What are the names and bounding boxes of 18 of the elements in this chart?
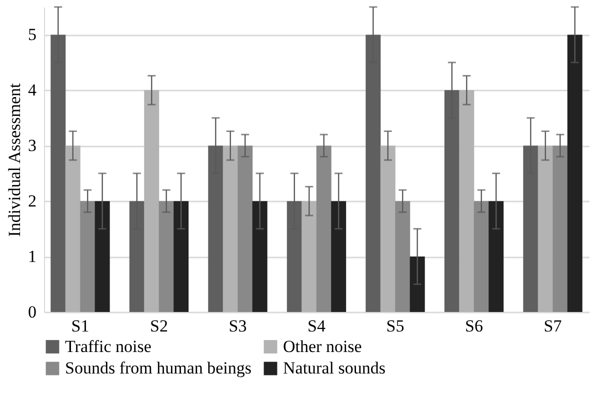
legend-label: Other noise (283, 336, 362, 356)
y-axis-title: Individual Assessment (5, 82, 24, 237)
x-tick-label: S5 (386, 316, 404, 336)
x-tick-label: S6 (465, 316, 483, 336)
y-tick-label: 1 (28, 247, 36, 266)
x-tick-label: S4 (308, 316, 326, 336)
x-tick-label: S1 (71, 316, 90, 336)
x-tick-label: S7 (544, 316, 562, 336)
y-tick-label: 5 (28, 25, 36, 44)
y-tick-label: 4 (28, 80, 37, 100)
y-tick-label: 0 (28, 302, 36, 322)
legend-label: Sounds from human beings (65, 358, 252, 378)
legend-label: Traffic noise (65, 336, 152, 356)
x-tick-label: S3 (228, 316, 247, 336)
x-tick-label: S2 (150, 316, 168, 336)
y-tick-label: 2 (28, 192, 36, 211)
legend-label: Natural sounds (283, 358, 386, 378)
y-tick-label: 3 (28, 136, 36, 156)
